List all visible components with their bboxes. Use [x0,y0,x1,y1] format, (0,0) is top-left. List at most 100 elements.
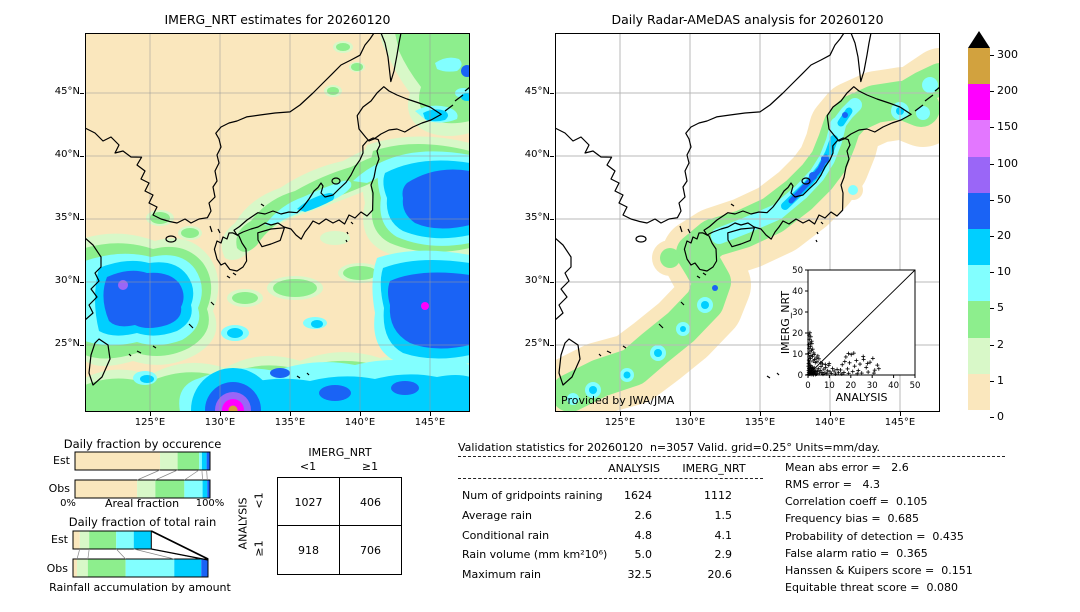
stats-divider-top [458,456,1005,457]
bar-segment [174,559,202,577]
lat-label: 25°N [524,338,550,349]
bar-segment [199,452,202,470]
colorbar-segment [968,265,990,302]
bar-outline [72,558,209,578]
stats-col-imerg: IMERG_NRT [682,462,746,475]
imerg-map-gridlines [85,33,470,412]
category-connector [76,548,81,560]
bar-outline [72,530,152,550]
stats-row-label: Average rain [462,509,532,522]
identity-line [807,269,916,376]
stats-row-label: Num of gridpoints raining [462,489,603,502]
lat-tick [550,219,554,220]
colorbar-tick [990,127,994,129]
category-connector [133,548,175,560]
occurrence-x-tick-1: 100% [195,498,225,509]
total-rain-chart-title: Daily fraction of total rain [68,515,217,529]
colorbar-over-arrow [968,31,990,48]
radar-map-border [555,33,940,412]
data-credit: Provided by JWA/JMA [561,394,675,407]
bar-segment [206,452,210,470]
colorbar-tick-label: 20 [997,229,1011,242]
bar-segment [177,452,200,470]
scatter-inset: 0 10 20 30 40 50 0 10 20 30 40 50 ANALYSIS IMERG_NRT [780,266,920,404]
stats-row-label: Conditional rain [462,529,550,542]
lat-tick [80,345,84,346]
contingency-row-axis: ANALYSIS [236,497,250,550]
lon-tick [290,412,291,416]
imerg-precipitation-map [85,33,470,412]
colorbar-tick [990,199,994,201]
contingency-cell-00: 1027 [294,496,323,509]
radar-amedas-map [555,33,940,412]
inset-y-tick-label: 20 [792,329,803,339]
contingency-cell-10: 918 [298,544,319,557]
inset-y-tick-label: 50 [792,266,803,276]
bar-segment [116,531,134,549]
stats-value: 1112 [704,489,732,502]
bar-segment [77,559,88,577]
stats-value: 32.5 [627,568,653,581]
lon-tick [760,412,761,416]
inset-y-axis-label: IMERG_NRT [780,291,792,354]
lon-label: 130°E [204,417,236,428]
bar-segment [201,559,208,577]
colorbar-tick [990,163,994,165]
lat-tick [80,282,84,283]
occurrence-chart-title: Daily fraction by occurence [63,437,222,451]
category-connector [87,548,90,560]
lat-tick [550,156,554,157]
contingency-table: 1027 406 918 706 [277,477,402,575]
contingency-col-label-1: ≥1 [361,460,379,473]
contingency-col-label-0: <1 [299,460,317,473]
score-frequency-bias: Frequency bias = 0.685 [785,512,920,525]
bar-segment [73,559,78,577]
colorbar-segment [968,192,990,229]
colorbar-tick-label: 200 [997,84,1018,98]
inset-x-tick-label: 30 [867,381,878,391]
colorbar-tick [990,308,994,310]
right-map-title: Daily Radar-AMeDAS analysis for 20260120 [611,12,884,27]
scatter-points [806,330,881,377]
lon-label: 125°E [134,417,166,428]
colorbar-tick [990,380,994,382]
lon-label: 130°E [674,417,706,428]
colorbar-tick-label: 10 [997,265,1011,279]
bar-segment [202,480,208,498]
colorbar-tick-label: 2 [997,337,1004,351]
category-connector [155,469,178,481]
lat-label: 35°N [54,212,80,223]
colorbar-tick [990,417,994,418]
bar-segment [79,531,90,549]
colorbar-segment [968,84,990,121]
lat-tick [550,93,554,94]
contingency-row-label-1: ≥1 [252,540,266,557]
stats-col-analysis: ANALYSIS [608,462,660,475]
validation-stats-title: Validation statistics for 20260120 n=305… [458,441,881,454]
lon-tick [150,412,151,416]
inset-x-tick-label: 20 [845,381,856,391]
score-rms-error: RMS error = 4.3 [785,478,880,491]
colorbar-tick [990,55,994,56]
colorbar-segment [968,156,990,193]
lon-label: 145°E [414,417,446,428]
occurrence-est-label: Est [53,454,70,467]
bar-outline [74,479,211,499]
lat-label: 30°N [54,275,80,286]
colorbar-segment [968,337,990,374]
lon-label: 145°E [884,417,916,428]
occurrence-x-tick-0: 0% [60,498,76,509]
bar-segment [155,480,185,498]
contingency-cell-11: 706 [360,544,381,557]
lon-label: 135°E [274,417,306,428]
category-connector [201,469,203,481]
inset-x-tick-label: 0 [805,381,810,391]
stats-value: 1624 [624,489,652,502]
occurrence-stacked-bars [74,451,211,499]
lat-tick [550,282,554,283]
colorbar-segment [968,229,990,266]
lat-tick [80,219,84,220]
category-connector [206,469,208,481]
lat-tick [550,345,554,346]
bar-outline [74,451,211,471]
